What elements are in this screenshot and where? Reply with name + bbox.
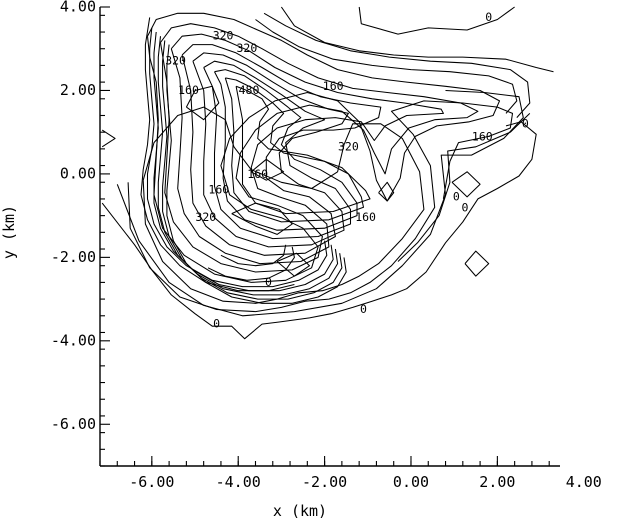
- contour-line: [378, 181, 395, 202]
- contour-level-label: 480: [239, 83, 260, 97]
- plot-frame: [99, 7, 560, 467]
- x-tick-label: 4.00: [566, 473, 602, 491]
- contour-line: [142, 106, 425, 304]
- contour-line: [153, 31, 334, 292]
- contour-level-label: 160: [323, 79, 344, 93]
- contour-line: [101, 121, 537, 340]
- y-tick-label: -2.00: [51, 248, 96, 266]
- contour-line: [235, 85, 371, 215]
- contour-line: [140, 17, 295, 292]
- x-tick-label: -6.00: [129, 473, 174, 491]
- contour-level-label: 0: [522, 116, 529, 130]
- contour-line: [220, 244, 287, 267]
- contour-level-label: 0: [485, 10, 492, 24]
- contour-line: [276, 252, 311, 277]
- y-tick-label: -6.00: [51, 415, 96, 433]
- y-tick-label: 2.00: [60, 81, 96, 99]
- contour-level-label: 160: [472, 130, 493, 144]
- contour-level-label: 160: [208, 182, 229, 196]
- contour-line: [250, 158, 285, 181]
- y-tick-label: 0.00: [60, 164, 96, 182]
- y-axis-label: y (km): [0, 205, 18, 259]
- contour-level-label: 0: [360, 302, 367, 316]
- y-tick-label: -4.00: [51, 331, 96, 349]
- contour-labels: 0000001601601601601601603203203203204803…: [165, 10, 529, 331]
- x-axis-ticks: -6.00 -4.00 -2.00 0.00 2.00 4.00: [99, 456, 602, 491]
- x-tick-label: 0.00: [393, 473, 429, 491]
- contour-line: [214, 69, 358, 231]
- contour-level-label: 320: [237, 41, 258, 55]
- contour-line: [464, 250, 490, 277]
- contour-line: [181, 44, 382, 256]
- x-tick-label: 2.00: [479, 473, 515, 491]
- contour-line: [157, 36, 339, 296]
- contour-level-label: 0: [453, 189, 460, 203]
- contour-line: [162, 40, 343, 300]
- contour-level-label: 0: [213, 317, 220, 331]
- contour-level-label: 160: [247, 167, 268, 181]
- x-axis-label: x (km): [273, 502, 327, 520]
- contour-level-label: 160: [355, 210, 376, 224]
- contour-line: [224, 77, 365, 223]
- contour-level-label: 160: [178, 83, 199, 97]
- contour-line: [397, 113, 531, 262]
- contour-level-label: 320: [165, 54, 186, 68]
- contour-line: [116, 89, 524, 317]
- contour-line: [101, 129, 116, 148]
- contour-line: [159, 23, 479, 273]
- contour-line: [255, 19, 518, 114]
- contour-level-label: 0: [462, 201, 469, 215]
- contour-line: [170, 33, 444, 265]
- contour-line: [358, 6, 515, 35]
- contour-level-label: 320: [213, 29, 234, 43]
- contour-level-label: 320: [195, 210, 216, 224]
- contour-line: [263, 12, 531, 118]
- contour-line: [451, 171, 481, 198]
- y-tick-label: 4.00: [60, 0, 96, 16]
- contour-line: [207, 246, 295, 281]
- contour-lines: [101, 6, 554, 340]
- y-axis-ticks: 4.00 2.00 0.00 -2.00 -4.00 -6.00: [51, 0, 110, 467]
- contour-level-label: 320: [338, 139, 359, 153]
- x-tick-label: -2.00: [302, 473, 347, 491]
- contour-line: [280, 6, 554, 73]
- contour-line: [127, 100, 514, 313]
- contour-line: [203, 60, 352, 240]
- contour-line: [166, 44, 347, 304]
- contour-level-label: 0: [265, 275, 272, 289]
- contour-line: [185, 85, 220, 121]
- contour-line: [192, 52, 349, 248]
- contour-line: [146, 27, 328, 288]
- x-tick-label: -4.00: [216, 473, 261, 491]
